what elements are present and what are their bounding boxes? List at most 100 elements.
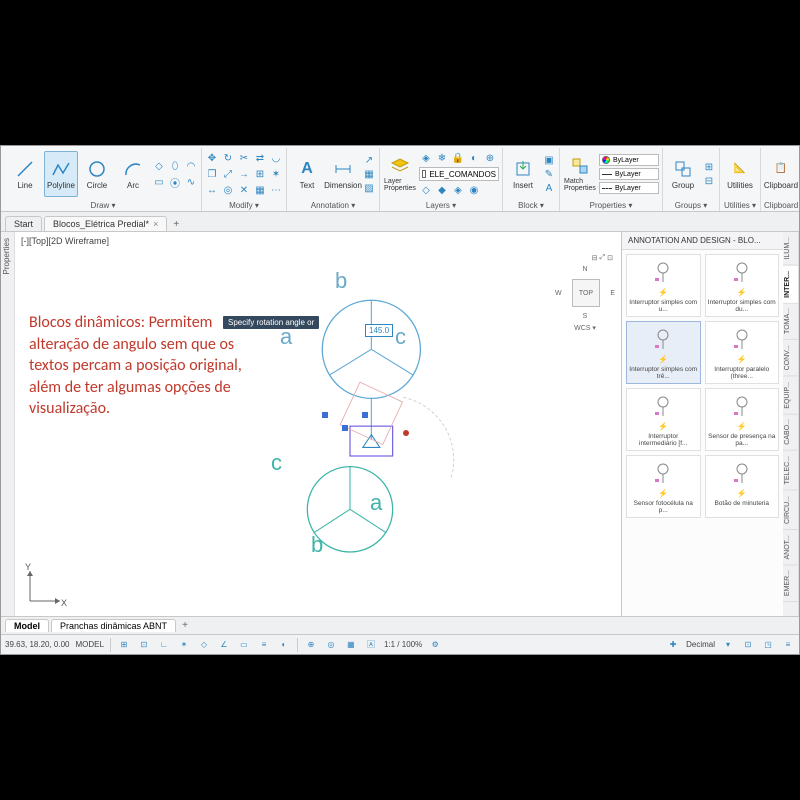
layer-properties-button[interactable]: Layer Properties (383, 151, 417, 197)
group-icon[interactable]: ⊞ (702, 160, 716, 174)
layer-icon[interactable]: ◈ (419, 151, 433, 165)
polar-icon[interactable]: ✶ (177, 638, 191, 652)
linetype-selector[interactable]: ByLayer (599, 182, 659, 194)
transparency-icon[interactable]: ◐ (277, 638, 291, 652)
status-icon[interactable]: ◳ (761, 638, 775, 652)
block-edit-icon[interactable]: ✎ (542, 167, 556, 181)
leader-icon[interactable]: ↗ (362, 153, 376, 167)
ungroup-icon[interactable]: ⊟ (702, 174, 716, 188)
block-item[interactable]: ⚡Sensor de presença na pa... (705, 388, 780, 451)
close-icon[interactable]: × (153, 219, 158, 229)
draw-mini-icon[interactable]: ⦿ (168, 175, 182, 189)
utilities-button[interactable]: 📐Utilities (723, 151, 757, 197)
layer-icon[interactable]: ⊕ (483, 151, 497, 165)
draw-mini-icon[interactable]: ∿ (184, 175, 198, 189)
model-indicator[interactable]: MODEL (76, 640, 104, 649)
customize-icon[interactable]: ≡ (781, 638, 795, 652)
dimension-button[interactable]: Dimension (326, 151, 360, 197)
draw-mini-icon[interactable]: ⬯ (168, 159, 182, 173)
layer-icon[interactable]: 🔒 (451, 151, 465, 165)
gear-icon[interactable]: ⚙ (428, 638, 442, 652)
clipboard-button[interactable]: 📋Clipboard (764, 151, 798, 197)
snap-icon[interactable]: ⊡ (137, 638, 151, 652)
side-tab[interactable]: ILUM... (783, 232, 798, 266)
status-icon[interactable]: ▾ (721, 638, 735, 652)
modify-icon[interactable]: ▦ (253, 183, 267, 197)
status-icon[interactable]: ▦ (344, 638, 358, 652)
modify-icon[interactable]: ⋯ (269, 183, 283, 197)
status-icon[interactable]: ⊡ (741, 638, 755, 652)
block-item[interactable]: ⚡Interruptor simples com du... (705, 254, 780, 317)
line-button[interactable]: Line (8, 151, 42, 197)
grid-icon[interactable]: ⊞ (117, 638, 131, 652)
group-button[interactable]: Group (666, 151, 700, 197)
mirror-icon[interactable]: ⇄ (253, 151, 267, 165)
match-properties-button[interactable]: Match Properties (563, 151, 597, 197)
scale[interactable]: 1:1 / 100% (384, 640, 422, 649)
osnap-icon[interactable]: ◇ (197, 638, 211, 652)
grip[interactable] (322, 412, 328, 418)
extend-icon[interactable]: → (237, 167, 251, 181)
layer-icon[interactable]: ◈ (451, 183, 465, 197)
status-icon[interactable]: ◎ (324, 638, 338, 652)
lwt-icon[interactable]: ≡ (257, 638, 271, 652)
block-item[interactable]: ⚡Interruptor simples com u... (626, 254, 701, 317)
trim-icon[interactable]: ✂ (237, 151, 251, 165)
ortho-icon[interactable]: ∟ (157, 638, 171, 652)
copy-icon[interactable]: ❐ (205, 167, 219, 181)
layer-selector[interactable]: ELE_COMANDOS (419, 167, 499, 181)
color-selector[interactable]: ByLayer (599, 154, 659, 166)
layer-icon[interactable]: ◉ (467, 183, 481, 197)
polyline-button[interactable]: Polyline (44, 151, 78, 197)
move-icon[interactable]: ✥ (205, 151, 219, 165)
annoscale-icon[interactable]: 🄰 (364, 638, 378, 652)
hatch-icon[interactable]: ▨ (362, 181, 376, 195)
layout-tab[interactable]: Pranchas dinâmicas ABNT (51, 619, 176, 632)
side-tab[interactable]: INTER... (783, 266, 798, 304)
side-tab[interactable]: TOMA... (783, 303, 798, 340)
table-icon[interactable]: ▦ (362, 167, 376, 181)
layer-icon[interactable]: ◐ (467, 151, 481, 165)
draw-mini-icon[interactable]: ◠ (184, 159, 198, 173)
layer-icon[interactable]: ◇ (419, 183, 433, 197)
otrack-icon[interactable]: ∠ (217, 638, 231, 652)
side-tab[interactable]: EMER... (783, 565, 798, 602)
new-layout-button[interactable]: + (178, 619, 192, 633)
model-tab[interactable]: Model (5, 619, 49, 632)
grip[interactable] (342, 425, 348, 431)
text-button[interactable]: AText (290, 151, 324, 197)
circle-button[interactable]: Circle (80, 151, 114, 197)
tab-document[interactable]: Blocos_Elétrica Predial*× (44, 216, 167, 231)
side-tab[interactable]: CABO... (783, 414, 798, 451)
scale-icon[interactable]: ⤢ (221, 167, 235, 181)
block-item[interactable]: ⚡Botão de minuteria (705, 455, 780, 518)
dyn-icon[interactable]: ▭ (237, 638, 251, 652)
side-tab[interactable]: CONV... (783, 340, 798, 376)
lineweight-selector[interactable]: ByLayer (599, 168, 659, 180)
new-tab-button[interactable]: + (169, 217, 183, 231)
side-tab[interactable]: EQUIP... (783, 377, 798, 415)
rotate-icon[interactable]: ↻ (221, 151, 235, 165)
draw-mini-icon[interactable]: ▭ (152, 175, 166, 189)
draw-mini-icon[interactable]: ◇ (152, 159, 166, 173)
side-tab[interactable]: TELEC... (783, 451, 798, 490)
side-tab[interactable]: ANOT... (783, 530, 798, 566)
drawing-canvas[interactable]: [-][Top][2D Wireframe] (15, 232, 621, 616)
stretch-icon[interactable]: ↔ (205, 183, 219, 197)
angle-input[interactable]: 145.0 (365, 324, 393, 337)
block-item[interactable]: ⚡Interruptor intermediário [f... (626, 388, 701, 451)
erase-icon[interactable]: ✕ (237, 183, 251, 197)
block-item[interactable]: ⚡Interruptor paralelo (three... (705, 321, 780, 384)
units[interactable]: Decimal (686, 640, 715, 649)
properties-strip[interactable]: Properties (1, 232, 15, 616)
side-tab[interactable]: CIRCU... (783, 491, 798, 530)
explode-icon[interactable]: ✶ (269, 167, 283, 181)
array-icon[interactable]: ⊞ (253, 167, 267, 181)
tab-start[interactable]: Start (5, 216, 42, 231)
block-attr-icon[interactable]: A (542, 181, 556, 195)
layer-icon[interactable]: ❄ (435, 151, 449, 165)
insert-button[interactable]: Insert (506, 151, 540, 197)
block-item[interactable]: ⚡Sensor fotocélula na p... (626, 455, 701, 518)
block-create-icon[interactable]: ▣ (542, 153, 556, 167)
block-item[interactable]: ⚡Interruptor simples com trê... (626, 321, 701, 384)
